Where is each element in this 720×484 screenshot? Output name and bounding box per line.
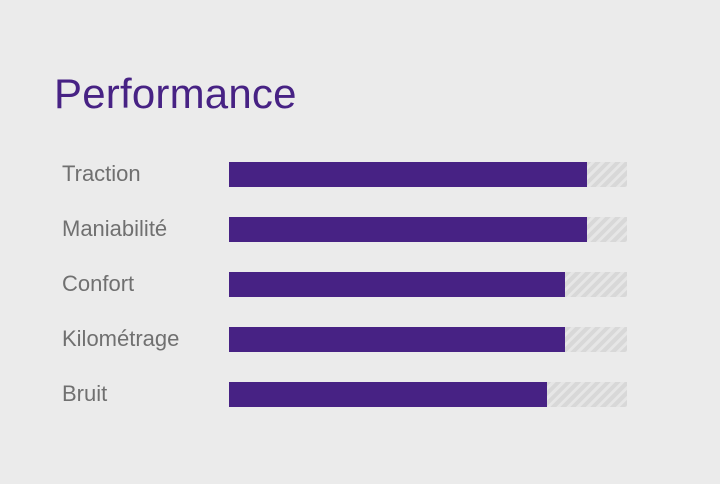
bar-track	[229, 162, 627, 187]
chart-title: Performance	[54, 70, 297, 117]
bar-row: Bruit	[0, 381, 720, 408]
bar-track	[229, 327, 627, 352]
bar-label: Kilométrage	[62, 326, 180, 351]
bar-track	[229, 382, 627, 407]
bar-fill	[229, 327, 566, 352]
bar-row: Kilométrage	[0, 326, 720, 353]
bar-row: Traction	[0, 161, 720, 188]
bar-label: Bruit	[62, 381, 108, 406]
bar-track	[229, 272, 627, 297]
bar-fill	[229, 162, 588, 187]
bar-fill	[229, 217, 588, 242]
bar-fill	[229, 382, 548, 407]
bar-label: Confort	[62, 271, 135, 296]
bar-fill	[229, 272, 566, 297]
bar-label: Traction	[62, 161, 141, 186]
bar-track	[229, 217, 627, 242]
bar-label: Maniabilité	[62, 216, 168, 241]
bar-row: Confort	[0, 271, 720, 298]
bar-row: Maniabilité	[0, 216, 720, 243]
